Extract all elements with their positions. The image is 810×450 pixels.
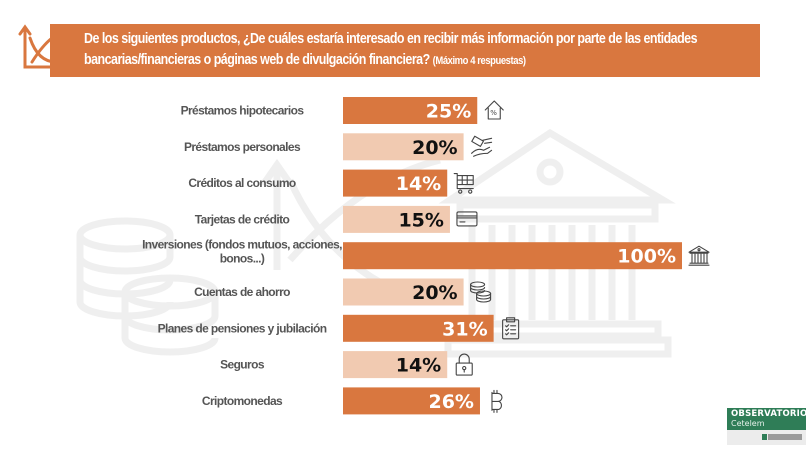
question-line-2: bancarias/financieras o páginas web de d… (84, 50, 665, 72)
logo-footer (727, 430, 806, 445)
category-label: Seguros (220, 358, 265, 372)
data-label: 15% (398, 209, 443, 231)
bnp-logo-icon (762, 434, 802, 440)
bar-row: Inversiones (fondos mutuos, acciones,bon… (142, 238, 710, 270)
logo-top: OBSERVATORIO Cetelem (727, 408, 808, 430)
category-label: Préstamos personales (184, 140, 301, 154)
category-label: Préstamos hipotecarios (181, 104, 305, 118)
logo-subtitle: Cetelem (731, 419, 765, 428)
bank-icon (688, 245, 710, 266)
bar-row: Cuentas de ahorro 20% (194, 278, 492, 306)
category-label: Inversiones (fondos mutuos, acciones, (142, 238, 342, 252)
bar (343, 387, 480, 415)
bar-row: Tarjetas de crédito 15% (195, 205, 478, 233)
data-label: 100% (617, 246, 676, 268)
coins-watermark-icon (76, 217, 219, 356)
category-label: Criptomonedas (202, 394, 283, 408)
data-label: 25% (426, 101, 471, 123)
bar (343, 205, 450, 233)
bar (343, 351, 448, 379)
bar-row: Préstamos personales 20% (184, 133, 493, 161)
logo-title: OBSERVATORIO (731, 409, 808, 419)
padlock-icon (455, 353, 473, 376)
observatorio-cetelem-logo: OBSERVATORIO Cetelem (727, 408, 808, 445)
bitcoin-icon (491, 389, 503, 413)
category-label: bonos...) (220, 252, 265, 266)
shopping-cart-icon (453, 173, 474, 194)
clipboard-checklist-icon (502, 317, 520, 340)
category-label: Cuentas de ahorro (194, 285, 290, 299)
bank-watermark-icon (438, 128, 676, 358)
house-percent-icon: % (484, 100, 504, 120)
data-label: 14% (396, 173, 441, 195)
credit-card-icon (456, 211, 478, 227)
bar-row: Planes de pensiones y jubilación 31% (158, 314, 520, 342)
bar-row: Criptomonedas 26% (202, 387, 503, 415)
bar (343, 314, 494, 342)
bar (343, 133, 464, 161)
data-label: 20% (412, 282, 457, 304)
bar (343, 242, 682, 270)
data-label: 31% (442, 318, 487, 340)
data-label: 20% (412, 137, 457, 159)
category-label: Créditos al consumo (188, 176, 296, 190)
data-label: 14% (396, 355, 441, 377)
question-note: (Máximo 4 respuestas) (432, 55, 526, 67)
category-label: Planes de pensiones y jubilación (158, 321, 327, 335)
question-header: De los siguientes productos, ¿De cuáles … (50, 24, 760, 77)
svg-text:%: % (490, 109, 497, 117)
category-label: Tarjetas de crédito (195, 212, 290, 226)
bar (343, 97, 478, 124)
bar-row: Créditos al consumo 14% (188, 169, 474, 197)
question-line-1: De los siguientes productos, ¿De cuáles … (84, 31, 698, 47)
bar (343, 278, 464, 306)
bar (343, 169, 448, 197)
bar-row: Seguros 14% (220, 351, 473, 379)
hand-money-icon (471, 135, 493, 157)
bar-row: Préstamos hipotecarios 25%% (181, 97, 504, 124)
coins-icon (470, 281, 492, 303)
question-text: bancarias/financieras o páginas web de d… (84, 52, 430, 68)
data-label: 26% (428, 391, 473, 413)
